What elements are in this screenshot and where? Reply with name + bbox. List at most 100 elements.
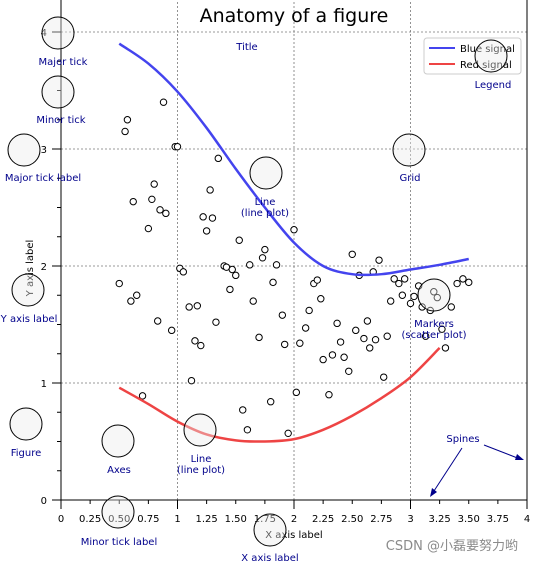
scatter-point [465,278,473,287]
scatter-point [202,227,211,235]
annotation-label-x-axis-label: X axis label [241,553,298,564]
scatter-point [328,351,337,359]
scatter-point [197,341,205,350]
scatter-point [127,297,135,305]
scatter-point [280,340,289,349]
annotation-label-figure: Figure [11,448,42,459]
scatter-point [246,261,254,269]
scatter-point [380,373,388,381]
scatter-point [447,303,455,311]
annotation-circle-axes [101,424,135,458]
annotation-labels: Major tick Minor tick Major tick label Y ax… [0,42,511,564]
scatter-point [206,186,214,194]
scatter-point [301,324,310,332]
scatter-point [400,275,409,283]
x-axis-label: X axis label [265,530,322,541]
legend-blue-label: Blue signal [460,44,515,55]
annotation-circle-x-axis-label [253,513,287,547]
spines-arrow-right [483,444,521,460]
scatter-point [305,306,313,315]
annotation-label-line-red: (line plot) [177,465,225,476]
annotation-circle-grid [392,133,426,167]
annotation-circle-line-red [183,413,217,447]
scatter-point [366,344,374,352]
x-minor-tick-label: 2.25 [312,514,334,525]
scatter-point [363,317,372,325]
y-tick-label: 4 [41,28,47,39]
scatter-point [191,337,199,345]
spines-arrowhead-right [515,454,524,460]
scatter-point [212,318,220,326]
x-minor-tick-label: 0.25 [79,514,101,525]
scatter-point [296,339,304,347]
series-line-red [118,347,441,443]
x-tick-label: 1 [174,514,180,525]
spines-arrows [430,444,524,497]
scatter-point [156,206,164,214]
scatter-point [336,338,345,346]
legend: Blue signal Red signal [423,37,522,75]
scatter-point [333,319,341,328]
scatter-point [187,376,196,385]
scatter-point [406,299,415,308]
grid [61,0,527,500]
annotation-circle-major-tick [41,16,75,50]
scatter-point [278,311,287,319]
scatter-point [284,429,292,438]
scatter-point [386,297,395,305]
x-tick-label: 4 [524,514,530,525]
annotation-circles [7,16,508,547]
annotation-label-spines: Spines [446,434,479,445]
y-tick-label: 0 [41,496,47,507]
scatter-point [267,398,275,406]
x-minor-tick-label: 1.75 [254,514,276,525]
scatter-point [121,127,129,136]
scatter-point [133,291,141,299]
scatter-point [395,279,403,288]
scatter-point [138,392,147,400]
y-tick-label: 2 [41,262,47,273]
scatter-point [438,325,446,333]
scatter-point [115,279,123,288]
watermark: CSDN @小磊要努力哟 [386,539,518,554]
scatter-point [150,180,158,188]
x-minor-tick-label: 3.75 [487,514,509,525]
scatter-point [325,391,333,399]
scatter-point [459,275,467,283]
scatter-point [418,303,426,311]
ticks: 0 1 2 3 4 0.25 0.50 0.75 1.25 1.50 1.75 2.25 2.50 2.7… [41,28,531,525]
scatter-point [255,333,263,342]
chart-title: Anatomy of a figure [200,5,389,27]
scatter-point [153,317,162,325]
scatter-point [348,250,356,259]
scatter-point [410,292,418,301]
scatter-point [352,326,360,335]
x-tick-label: 3 [407,514,413,525]
scatter-point [144,224,153,233]
annotation-circle-figure [9,407,43,441]
annotation-label-axes: Axes [107,465,131,476]
x-tick-label: 0 [58,514,64,525]
annotation-label-grid: Grid [400,173,421,184]
annotation-circle-legend [474,39,508,73]
y-axis-label: Y axis label [25,240,36,298]
scatter-point [371,336,380,344]
annotation-label-y-axis-label: Y axis label [0,314,57,325]
x-minor-tick-label: 1.25 [195,514,217,525]
scatter-point [421,332,430,340]
x-minor-tick-label: 3.25 [428,514,450,525]
annotation-label-title: Title [235,42,257,53]
scatter-point [179,268,188,276]
legend-red-label: Red signal [460,60,512,71]
scatter-point [159,98,168,106]
annotation-circle-minor-tick-label [101,495,135,529]
annotation-label-major-tick: Major tick [39,57,88,68]
scatter-point [185,303,193,311]
scatter-point [214,154,222,163]
annotation-label-markers: Markers [414,319,454,330]
scatter-point [148,195,156,204]
scatter-point [319,355,327,364]
scatter-point [340,353,348,361]
